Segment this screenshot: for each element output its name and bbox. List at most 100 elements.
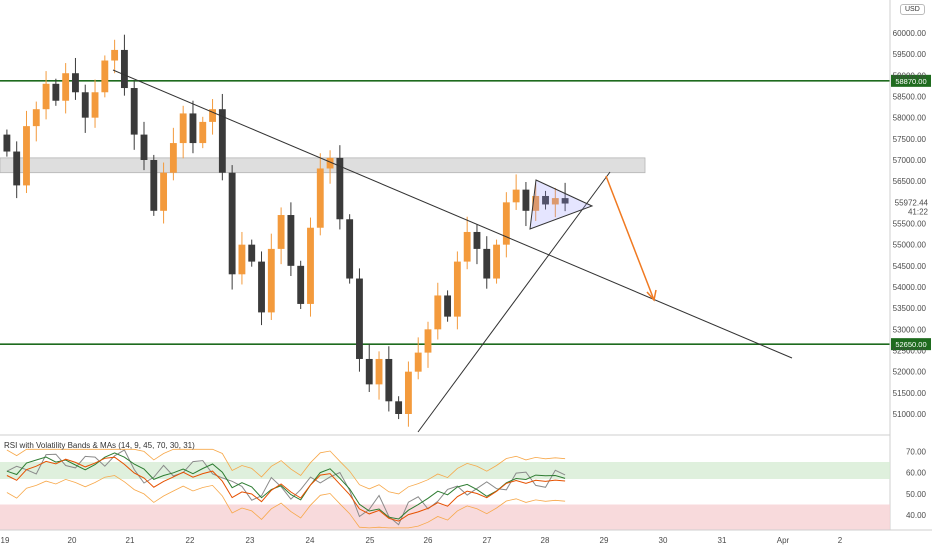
price-tick-label: 57500.00 (893, 135, 927, 144)
rsi-slow-ma-line (6, 456, 566, 522)
candle-body (72, 73, 79, 93)
time-tick-label: 27 (483, 536, 492, 545)
candle-body (356, 278, 363, 359)
candle-body (493, 244, 500, 279)
rsi-tick-label: 70.00 (906, 447, 927, 456)
candle-body (209, 109, 216, 122)
price-tick-label: 54500.00 (893, 262, 927, 271)
candle-body (218, 109, 226, 173)
candle-body (62, 73, 70, 101)
time-tick-label: 24 (306, 536, 315, 545)
currency-badge[interactable]: USD (900, 4, 925, 15)
time-tick-label: 30 (659, 536, 668, 545)
candle-body (238, 244, 246, 275)
candle-body (228, 172, 236, 275)
projection-arrow (605, 175, 655, 301)
candle-body (130, 88, 138, 135)
candle-body (512, 189, 520, 203)
time-tick-label: 25 (366, 536, 375, 545)
level-price-label: 58870.00 (895, 77, 926, 86)
candle-body (444, 295, 452, 317)
candle-body (189, 113, 197, 144)
candle-body (199, 121, 207, 144)
candle-body (424, 329, 432, 353)
price-tick-label: 59500.00 (893, 50, 927, 59)
candle-body (101, 60, 109, 93)
price-tick-label: 59000.00 (893, 71, 927, 80)
rsi-tick-label: 60.00 (906, 469, 927, 478)
candle-body (365, 358, 373, 385)
current-price-box (891, 196, 931, 219)
current-price-label: 55972.44 (895, 199, 929, 208)
price-tick-label: 51000.00 (893, 410, 927, 419)
candle-body (248, 244, 256, 262)
time-tick-label: Apr (777, 536, 790, 545)
pennant-pattern (529, 179, 594, 230)
candle-body (3, 134, 11, 152)
candle-body (287, 215, 295, 266)
level-lines (0, 80, 890, 345)
indicator-pane: 70.00 60.00 50.00 40.00 (0, 434, 927, 530)
candle-body (277, 215, 285, 249)
price-tick-label: 58500.00 (893, 93, 927, 102)
candle-body (42, 83, 50, 110)
time-axis: 19 20 21 22 23 24 25 26 27 28 29 30 31 Apr 2 (0, 529, 932, 545)
descending-trendline (112, 69, 793, 359)
time-tick-label: 31 (718, 536, 727, 545)
rsi-line (6, 449, 566, 526)
candle-body (13, 151, 21, 186)
candle-body (52, 83, 60, 101)
level-price-tag (891, 338, 931, 351)
candle-body (111, 49, 119, 61)
candle-body (502, 202, 510, 245)
price-tick-label: 52500.00 (893, 347, 927, 356)
time-tick-label: 19 (1, 536, 10, 545)
candle-body (150, 160, 158, 211)
candle-body (297, 265, 305, 304)
ascending-trendline (417, 171, 611, 433)
candle-body (404, 371, 412, 414)
rsi-overbought-band (0, 462, 890, 479)
price-tick-label: 56500.00 (893, 177, 927, 186)
time-tick-label: 21 (126, 536, 135, 545)
candle-body (375, 358, 383, 385)
candle-body (316, 168, 324, 228)
trendlines (112, 69, 793, 433)
candle-body (532, 195, 540, 211)
candle-body (453, 261, 461, 317)
candle-body (336, 157, 344, 220)
candle-body (434, 295, 442, 330)
candle-body (307, 227, 314, 304)
candle-body (522, 189, 530, 211)
candle-body (542, 195, 549, 205)
rsi-oversold-band (0, 504, 890, 530)
level-price-label: 52650.00 (895, 340, 926, 349)
candles (3, 34, 569, 427)
candle-body (561, 198, 569, 204)
rsi-tick-label: 40.00 (906, 511, 927, 520)
candle-body (81, 92, 89, 118)
price-tick-label: 55500.00 (893, 220, 927, 229)
candle-body (346, 219, 354, 279)
candle-body (463, 231, 471, 262)
candle-body (179, 113, 187, 144)
candle-body (414, 352, 422, 372)
time-tick-label: 2 (838, 536, 843, 545)
candle-body (160, 172, 168, 211)
time-tick-label: 22 (186, 536, 195, 545)
projection-arrow-head (646, 289, 657, 302)
price-tick-label: 57000.00 (893, 156, 927, 165)
time-tick-label: 20 (68, 536, 77, 545)
price-tick-label: 51500.00 (893, 389, 927, 398)
countdown-label: 41:22 (908, 208, 929, 217)
candle-body (395, 401, 403, 414)
price-tick-label: 55000.00 (893, 241, 927, 250)
indicator-title: RSI with Volatility Bands & MAs (14, 9, … (4, 441, 195, 450)
candle-body (483, 248, 491, 279)
candle-body (258, 261, 265, 313)
candle-body (267, 248, 275, 313)
price-tick-label: 60000.00 (893, 29, 927, 38)
candle-body (32, 109, 40, 127)
time-tick-label: 28 (541, 536, 550, 545)
